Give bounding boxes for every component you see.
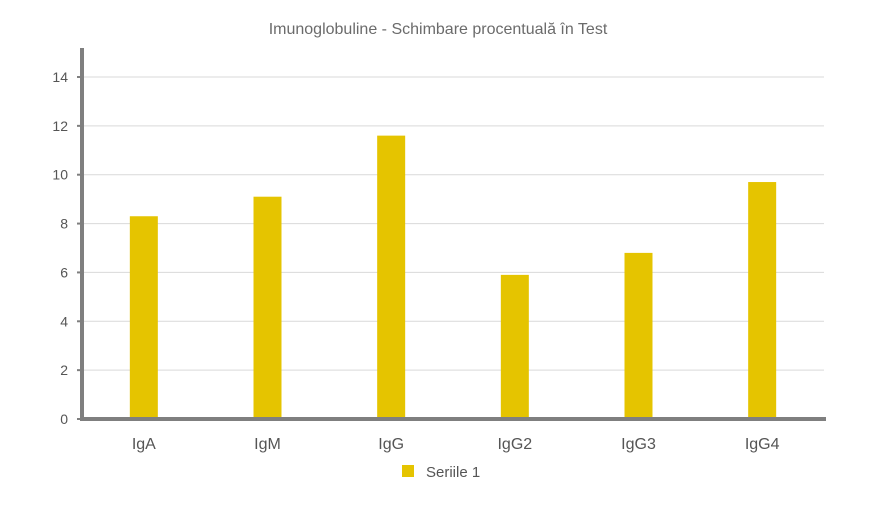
bar-igm [253, 196, 282, 419]
bar-igg2 [500, 274, 529, 419]
x-tick-label: IgA [132, 436, 156, 453]
x-tick-label: IgG4 [745, 436, 780, 453]
y-axis-ticks: 0 2 4 6 8 10 12 14 [52, 69, 82, 427]
y-tick-label: 6 [60, 264, 68, 280]
bar-igg [377, 135, 406, 419]
x-tick-label: IgG2 [497, 436, 532, 453]
legend-swatch [402, 465, 414, 477]
bar-iga [129, 216, 158, 419]
x-axis-labels: IgA IgM IgG IgG2 IgG3 IgG4 [132, 436, 780, 453]
x-tick-label: IgG3 [621, 436, 656, 453]
bar-igg4 [748, 182, 777, 419]
x-tick-label: IgM [254, 436, 281, 453]
y-tick-label: 14 [52, 69, 68, 85]
y-tick-label: 10 [52, 167, 68, 183]
axes [80, 48, 826, 421]
bar-igg3 [624, 252, 653, 419]
x-tick-label: IgG [378, 436, 404, 453]
y-tick-label: 8 [60, 216, 68, 232]
chart-title: Imunoglobuline - Schimbare procentuală î… [269, 21, 608, 38]
legend-label: Seriile 1 [426, 464, 480, 481]
legend: Seriile 1 [402, 464, 480, 481]
gridlines [82, 76, 824, 371]
y-tick-label: 4 [60, 313, 68, 329]
y-tick-label: 2 [60, 362, 68, 378]
y-tick-label: 0 [60, 411, 68, 427]
bars [129, 135, 777, 419]
y-tick-label: 12 [52, 118, 68, 134]
